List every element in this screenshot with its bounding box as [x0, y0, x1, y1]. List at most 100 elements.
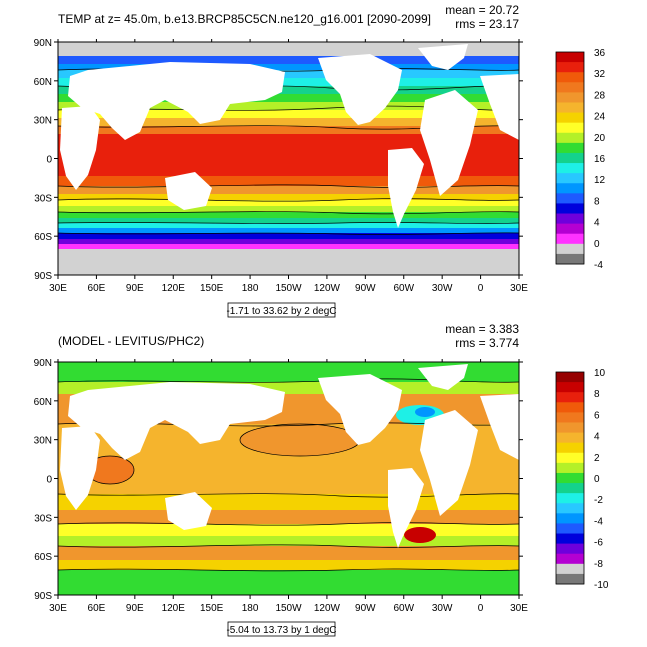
panel2-lat-label: 0 [46, 475, 52, 486]
panel2-colorbar-label: 2 [594, 453, 600, 464]
panel2-contour-info: -5.04 to 13.73 by 1 degC [226, 625, 336, 636]
panel1-colorbar-swatch [556, 253, 584, 265]
panel2-lon-label: 30W [432, 603, 453, 614]
panel2-colorbar-swatch [556, 523, 584, 535]
panel1-colorbar-swatch [556, 82, 584, 93]
panel1-colorbar-label: 24 [594, 112, 606, 123]
panel1-title: TEMP at z= 45.0m, b.e13.BRCP85C5CN.ne120… [58, 12, 431, 26]
panel1-rms: rms = 23.17 [455, 17, 519, 31]
panel2-colorbar-swatch [556, 432, 584, 444]
panel1-contour-info: -1.71 to 33.62 by 2 degC [226, 306, 336, 317]
panel2-lon-label: 150E [200, 603, 224, 614]
panel2-colorbar-swatch [556, 422, 584, 434]
panel1-colorbar: 36 32 28 24 20 16 12 8 4 0 -4 [555, 48, 606, 271]
panel1-colorbar-swatch [556, 112, 584, 124]
panel2-colorbar-swatch [556, 372, 584, 383]
panel2-lon-label: 60W [393, 603, 414, 614]
panel1-colorbar-label: 36 [594, 48, 606, 59]
panel2-colorbar-label: 6 [594, 410, 600, 421]
panel1-lat-label: 60S [34, 232, 52, 243]
panel1-lon-label: 90E [126, 283, 144, 294]
panel2-lon-label: 30E [49, 603, 67, 614]
panel2-contour-box [227, 621, 336, 637]
panel1-lon-label: 60E [88, 283, 106, 294]
panel1-map [58, 42, 519, 275]
panel2-lat-label: 30N [34, 436, 52, 447]
panel1-lon-label: 0 [478, 283, 484, 294]
panel1-land [60, 44, 519, 228]
panel2-colorbar-swatch [556, 573, 584, 585]
panel2-colorbar-swatch [556, 382, 584, 393]
panel2-colorbar-swatch [556, 533, 584, 545]
panel2-rms: rms = 3.774 [455, 336, 519, 350]
panel1-colorbar-swatch [556, 142, 584, 154]
panel1-lon-label: 30E [49, 283, 67, 294]
panel2-lat-label: 90N [34, 358, 52, 369]
panel-difference: (MODEL - LEVITUS/PHC2) mean = 3.383 rms … [34, 322, 609, 637]
panel-temperature: TEMP at z= 45.0m, b.e13.BRCP85C5CN.ne120… [34, 3, 606, 318]
panel1-lat-axis: 90N 60N 30N 0 30S 60S 90S [34, 38, 523, 282]
panel1-colorbar-swatch [556, 152, 584, 164]
panel1-contour-box [227, 302, 336, 318]
panel1-lat-label: 30N [34, 116, 52, 127]
panel2-colorbar-swatch [556, 553, 584, 565]
panel2-colorbar-swatch [556, 563, 584, 575]
panel1-colorbar-swatch [556, 213, 584, 225]
panel1-colorbar-label: 32 [594, 69, 606, 80]
panel2-colorbar-swatch [556, 392, 584, 403]
panel1-colorbar-swatch [556, 122, 584, 134]
panel1-colorbar-swatch [556, 102, 584, 114]
panel2-colorbar-label: 8 [594, 389, 600, 400]
panel2-title: (MODEL - LEVITUS/PHC2) [58, 334, 204, 348]
panel1-lon-label: 180 [242, 283, 259, 294]
panel1-colorbar-swatch [556, 223, 584, 235]
panel2-land [60, 364, 519, 548]
panel1-colorbar-label: 28 [594, 90, 606, 101]
panel2-colorbar-swatch [556, 442, 584, 454]
panel2-colorbar-swatch [556, 543, 584, 555]
panel2-colorbar-label: 4 [594, 432, 600, 443]
panel2-lat-label: 60N [34, 397, 52, 408]
panel1-lon-label: 30E [510, 283, 528, 294]
panel2-colorbar-label: 0 [594, 474, 600, 485]
panel1-colorbar-swatch [556, 183, 584, 194]
panel1-colorbar-swatch [556, 52, 584, 63]
panel2-lat-label: 30S [34, 513, 52, 524]
panel1-lat-label: 90S [34, 271, 52, 282]
panel2-colorbar-label: -6 [594, 538, 603, 549]
panel2-lat-axis: 90N 60N 30N 0 30S 60S 90S [34, 358, 523, 602]
panel2-colorbar-swatch [556, 472, 584, 484]
panel2-colorbar-label: 10 [594, 368, 606, 379]
panel1-colorbar-label: 20 [594, 133, 606, 144]
panel2-lat-label: 60S [34, 552, 52, 563]
panel2-colorbar-swatch [556, 483, 584, 494]
panel1-colorbar-swatch [556, 62, 584, 73]
panel2-lon-label: 30E [510, 603, 528, 614]
panel1-colorbar-swatch [556, 203, 584, 215]
panel2-colorbar-swatch [556, 402, 584, 413]
panel1-lon-label: 120E [162, 283, 186, 294]
panel1-lon-label: 60W [393, 283, 414, 294]
panel1-lon-label: 150E [200, 283, 224, 294]
panel1-lon-label: 150W [275, 283, 302, 294]
panel1-colorbar-label: 12 [594, 175, 606, 186]
panel1-lon-axis: 30E 60E 90E 120E 150E 180 150W 120W 90W 60W 30W 0 30… [49, 39, 528, 294]
panel2-colorbar-swatch [556, 412, 584, 423]
panel1-lat-label: 90N [34, 38, 52, 49]
panel2-colorbar-swatch [556, 513, 584, 524]
panel2-colorbar-swatch [556, 452, 584, 464]
panel2-lon-label: 60E [88, 603, 106, 614]
panel1-colorbar-label: 8 [594, 196, 600, 207]
panel1-colorbar-swatch [556, 243, 584, 255]
panel1-lon-label: 30W [432, 283, 453, 294]
panel1-colorbar-label: 0 [594, 239, 600, 250]
panel2-colorbar-swatch [556, 493, 584, 504]
panel2-colorbar: 10 8 6 4 2 0 -2 -4 -6 -8 -10 [555, 368, 609, 591]
panel1-colorbar-swatch [556, 72, 584, 83]
panel1-lon-label: 90W [355, 283, 376, 294]
panel2-lon-label: 120W [314, 603, 341, 614]
panel1-colorbar-swatch [556, 233, 584, 245]
panel2-colorbar-swatch [556, 462, 584, 474]
panel2-lon-label: 120E [162, 603, 186, 614]
